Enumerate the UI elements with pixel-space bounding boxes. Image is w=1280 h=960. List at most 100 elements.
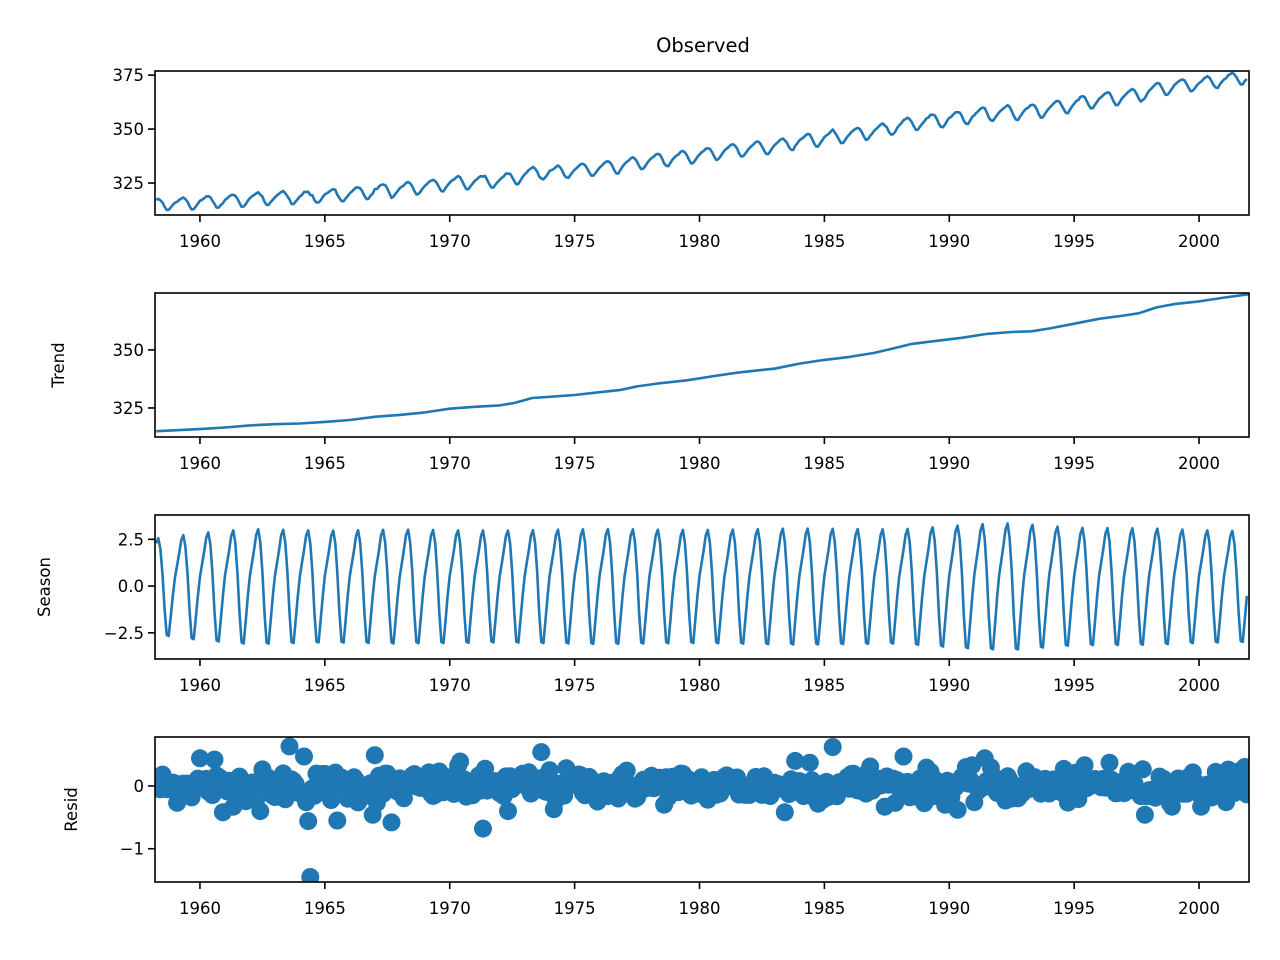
season-plot-area [155,522,1249,651]
resid-point [299,812,318,831]
observed-ytick-label: 325 [113,174,145,193]
resid-point [844,764,863,783]
resid-point [886,793,905,812]
resid-point [374,784,393,803]
resid-ytick-label: −1 [120,840,144,859]
observed-plot-area [155,71,1248,212]
resid-point [1237,785,1249,804]
resid-point [1075,756,1094,775]
resid-point [191,749,209,768]
resid-point [775,803,794,822]
resid-xtick-label: 1960 [179,899,221,918]
resid-point [540,761,559,780]
resid-xtick-label: 1985 [803,899,845,918]
resid-point [451,752,470,771]
trend-xtick-label: 1960 [179,454,221,473]
resid-point [295,747,313,766]
observed-xtick-label: 1965 [304,232,346,251]
observed-xtick-label: 1990 [928,232,970,251]
trend-ytick-label: 325 [113,399,145,418]
resid-point [382,813,401,832]
resid-xtick-label: 1965 [304,899,346,918]
trend-xtick-label: 1980 [679,454,721,473]
resid-point [1133,760,1152,779]
resid-point [617,761,636,780]
season-xtick-label: 1985 [803,676,845,695]
season-xtick-label: 1980 [679,676,721,695]
trend-xtick-label: 1970 [429,454,471,473]
trend-axes-frame [154,292,1250,438]
figure-title: Observed [656,34,750,57]
trend-xtick-label: 1985 [803,454,845,473]
resid-xtick-label: 1980 [679,899,721,918]
resid-point [800,753,819,772]
resid-point [365,746,384,765]
season-ytick-label: 0.0 [118,577,144,596]
resid-xtick-label: 1990 [928,899,970,918]
season-ytick-label: 2.5 [118,530,144,549]
observed-xtick-label: 1970 [429,232,471,251]
resid-point [1235,758,1249,776]
resid-xtick-label: 1970 [429,899,471,918]
season-series-line [155,522,1249,651]
observed-xtick-label: 1975 [554,232,596,251]
resid-point [476,759,495,778]
season-ylabel: Season [35,557,54,617]
resid-point [301,868,320,882]
observed-ytick-label: 350 [113,120,145,139]
trend-xtick-label: 1975 [554,454,596,473]
resid-point [394,789,413,808]
trend-plot-area [156,293,1249,433]
trend-xtick-label: 1965 [304,454,346,473]
season-xtick-label: 2000 [1178,676,1220,695]
observed-xtick-label: 1985 [803,232,845,251]
resid-point [474,819,492,838]
season-xtick-label: 1965 [304,676,346,695]
resid-ylabel: Resid [62,787,81,832]
resid-point [532,743,551,762]
resid-point [1100,753,1119,772]
observed-xtick-label: 2000 [1178,232,1220,251]
observed-series-line [155,71,1248,212]
resid-point [499,802,517,821]
season-xtick-label: 1960 [179,676,221,695]
trend-xtick-label: 1990 [928,454,970,473]
observed-xtick-label: 1980 [679,232,721,251]
season-xtick-label: 1995 [1053,676,1095,695]
resid-point [203,786,222,805]
resid-point [251,802,270,821]
resid-xtick-label: 2000 [1178,899,1220,918]
season-xtick-label: 1990 [928,676,970,695]
resid-point [948,800,967,819]
trend-ylabel: Trend [49,342,68,388]
resid-xtick-label: 1975 [554,899,596,918]
season-axes-frame [154,514,1250,660]
resid-point [205,750,224,769]
resid-point [1135,805,1154,824]
trend-xtick-label: 2000 [1178,454,1220,473]
observed-panel: 1960 1965 1970 1975 1980 1985 1990 1995 2000 325 3… [113,66,1250,251]
observed-xtick-label: 1995 [1053,232,1095,251]
season-xtick-label: 1975 [554,676,596,695]
season-xtick-label: 1970 [429,676,471,695]
trend-ytick-label: 350 [113,341,145,360]
resid-point [786,751,805,770]
resid-ytick-label: 0 [134,777,145,796]
observed-axes-frame [154,70,1250,216]
resid-panel: 1960 1965 1970 1975 1980 1985 1990 1995 2000 −1 0 R… [62,736,1250,918]
resid-xtick-label: 1995 [1053,899,1095,918]
trend-series-line [156,293,1249,433]
season-ytick-label: −2.5 [104,624,144,643]
resid-point [280,737,299,756]
resid-point [894,747,913,766]
season-panel: 1960 1965 1970 1975 1980 1985 1990 1995 2000 −2.5… [35,514,1250,695]
resid-plot-area [155,737,1249,882]
resid-point [1163,797,1181,816]
trend-xtick-label: 1995 [1053,454,1095,473]
resid-point [328,811,347,830]
observed-ytick-label: 375 [113,66,145,85]
observed-xtick-label: 1960 [179,232,221,251]
resid-point [823,738,842,756]
